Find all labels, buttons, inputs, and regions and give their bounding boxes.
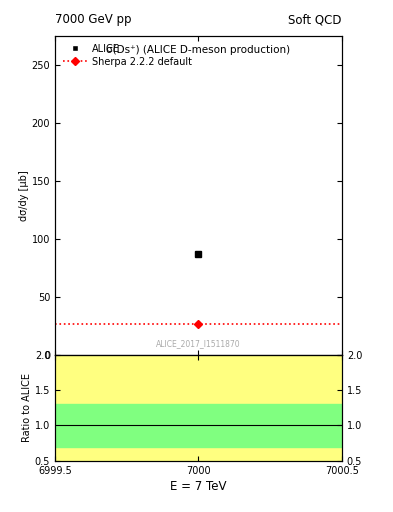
Y-axis label: Ratio to ALICE: Ratio to ALICE	[22, 373, 32, 442]
Bar	[55, 404, 342, 446]
Text: ALICE_2017_I1511870: ALICE_2017_I1511870	[156, 339, 241, 348]
Text: Soft QCD: Soft QCD	[288, 13, 342, 26]
Y-axis label: dσ/dy [μb]: dσ/dy [μb]	[19, 170, 29, 221]
Legend: ALICE, Sherpa 2.2.2 default: ALICE, Sherpa 2.2.2 default	[60, 40, 195, 70]
Text: 7000 GeV pp: 7000 GeV pp	[55, 13, 132, 26]
X-axis label: E = 7 TeV: E = 7 TeV	[170, 480, 227, 493]
Text: σ(Ds⁺) (ALICE D-meson production): σ(Ds⁺) (ALICE D-meson production)	[107, 46, 290, 55]
